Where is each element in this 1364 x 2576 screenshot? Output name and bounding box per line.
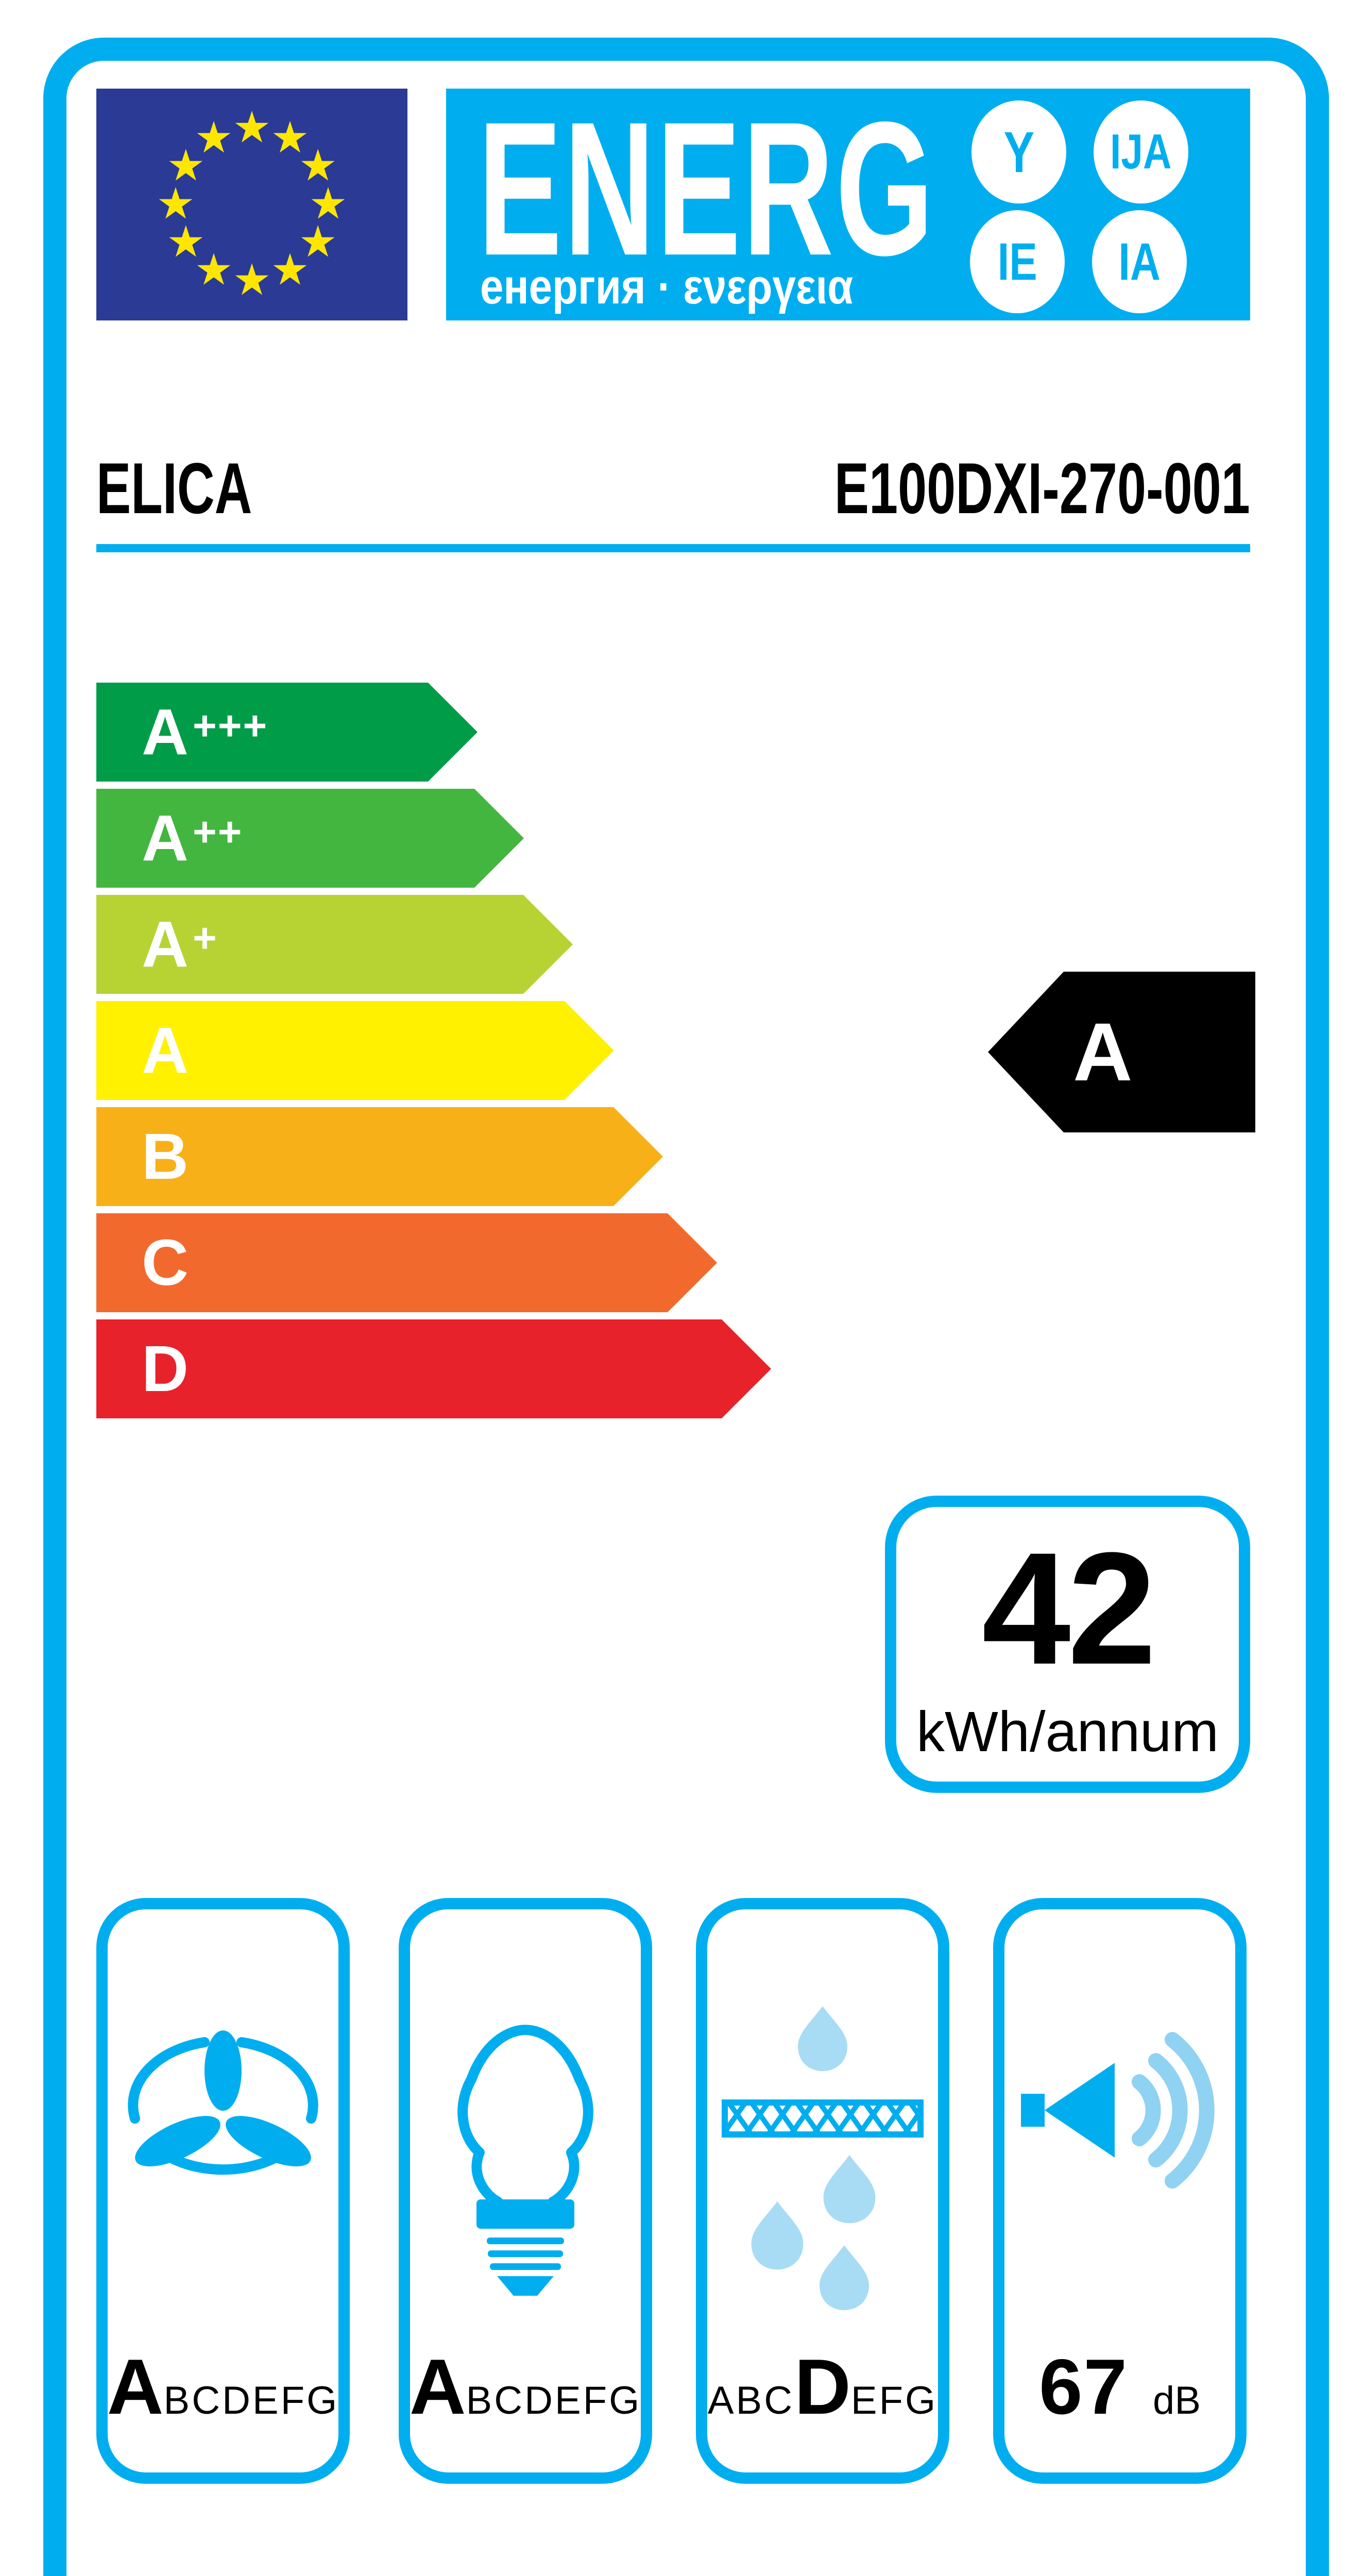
ending-label: IA	[1118, 232, 1161, 291]
rating-letter: A	[142, 1014, 189, 1087]
annual-consumption-box: 42 kWh/annum	[885, 1496, 1250, 1793]
energy-logo: ENERG енергия · ενεργεια Y IJA IE IA	[446, 89, 1250, 320]
grade-big-letter: A	[107, 2343, 164, 2431]
grade-small-letters: BCDEFG	[163, 2379, 339, 2422]
grease-filtering-grade: ABC D EFG	[708, 2343, 935, 2431]
annual-consumption-value: 42	[982, 1519, 1156, 1698]
speaker-icon	[1021, 2032, 1215, 2189]
grade-big-letter: D	[794, 2343, 851, 2431]
energy-logo-subtitle: енергия · ενεργεια	[480, 259, 854, 314]
eu-stars-icon	[159, 111, 345, 295]
ending-label: IE	[997, 232, 1037, 291]
eu-flag	[96, 89, 407, 320]
rating-letter: A	[142, 908, 189, 980]
feature-box-grease-filtering: ABC D EFG	[696, 1898, 949, 2484]
ending-label: Y	[1003, 120, 1034, 184]
noise-unit: dB	[1153, 2379, 1201, 2422]
model-number: E100DXI-270-001	[834, 448, 1250, 529]
rating-letter: C	[142, 1226, 189, 1299]
grease-filter-icon	[722, 2006, 924, 2310]
noise-value: 67	[1038, 2343, 1129, 2431]
rating-arrow-a-plus-plus-plus: A +++	[96, 683, 478, 782]
ending-label: IJA	[1110, 124, 1172, 179]
rating-arrow-d: D	[96, 1319, 771, 1418]
annual-consumption-unit: kWh/annum	[916, 1700, 1219, 1764]
lighting-efficiency-grade: A BCDEFG	[410, 2348, 639, 2426]
rating-arrow-a-plus: A +	[96, 895, 573, 994]
language-ending-circle-y: Y	[971, 100, 1066, 204]
rating-arrow-b: B	[96, 1107, 663, 1206]
language-ending-circle-ie: IE	[970, 210, 1065, 313]
feature-box-lighting-efficiency: A BCDEFG	[399, 1898, 652, 2484]
fan-efficiency-grade: A BCDEFG	[107, 2348, 337, 2426]
rating-arrow-c: C	[96, 1213, 717, 1312]
lightbulb-icon	[457, 2025, 593, 2296]
header-divider	[96, 544, 1250, 552]
grade-big-letter: A	[409, 2343, 466, 2431]
language-ending-circle-ia: IA	[1092, 210, 1187, 313]
energy-logo-word: ENERG	[478, 82, 936, 295]
fan-icon	[128, 2030, 318, 2175]
noise-level: 67 dB	[1015, 2348, 1225, 2426]
label-border	[43, 38, 1329, 2576]
feature-box-fan-efficiency: A BCDEFG	[96, 1898, 350, 2484]
grade-small-letters: BCDEFG	[466, 2379, 642, 2422]
brand-name: ELICA	[96, 448, 252, 529]
rating-letter: A	[142, 802, 189, 874]
grade-small-letters: EFG	[850, 2379, 938, 2422]
rating-arrow-a: A	[96, 1001, 614, 1100]
language-ending-circle-ija: IJA	[1094, 100, 1188, 204]
rating-plus: +	[193, 915, 218, 961]
grade-small-letters: ABC	[707, 2379, 795, 2422]
feature-box-noise: 67 dB	[993, 1898, 1247, 2484]
rating-arrow-a-plus-plus: A ++	[96, 789, 524, 888]
energy-class-letter: A	[1073, 1006, 1133, 1098]
rating-plus: +++	[193, 703, 268, 749]
rating-letter: B	[142, 1120, 189, 1193]
rating-letter: D	[142, 1332, 189, 1405]
rating-letter: A	[142, 696, 189, 768]
rating-plus: ++	[193, 809, 243, 855]
